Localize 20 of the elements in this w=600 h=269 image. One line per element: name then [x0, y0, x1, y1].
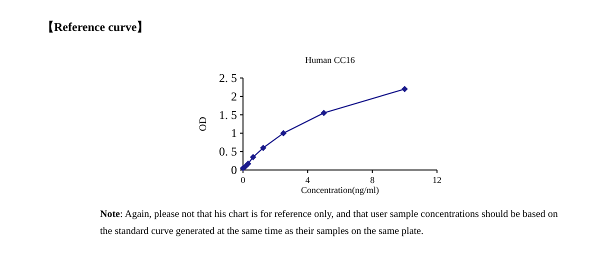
- point: [320, 110, 328, 116]
- point: [280, 130, 287, 136]
- x-tick-label: 4: [305, 175, 310, 185]
- text: 【Reference curve】: [42, 19, 149, 36]
- text: Note: Again, please not that his chart is for reference only, and that user sample concentrations should be based on the standard curve generated at the same time as their samples on the same plate.: [100, 208, 559, 239]
- x-tick-label: 8: [370, 175, 376, 185]
- chart-title: Human CC16: [305, 55, 356, 65]
- y-tick-label: 2: [231, 89, 237, 104]
- y-tick-label: 0. 5: [219, 144, 237, 159]
- point: [244, 160, 252, 167]
- y-axis-title: OD: [198, 116, 209, 132]
- y-tick-label: 2. 5: [219, 71, 237, 85]
- y-tick-label: 1: [231, 126, 237, 140]
- y-tick-label: 1. 5: [219, 108, 237, 122]
- point: [401, 86, 408, 92]
- x-tick-label: 0: [240, 175, 246, 185]
- point: [250, 154, 256, 160]
- x-tick-label: 12: [432, 175, 442, 185]
- point: [260, 144, 266, 152]
- x-axis-title: Concentration(ng/ml): [301, 185, 379, 195]
